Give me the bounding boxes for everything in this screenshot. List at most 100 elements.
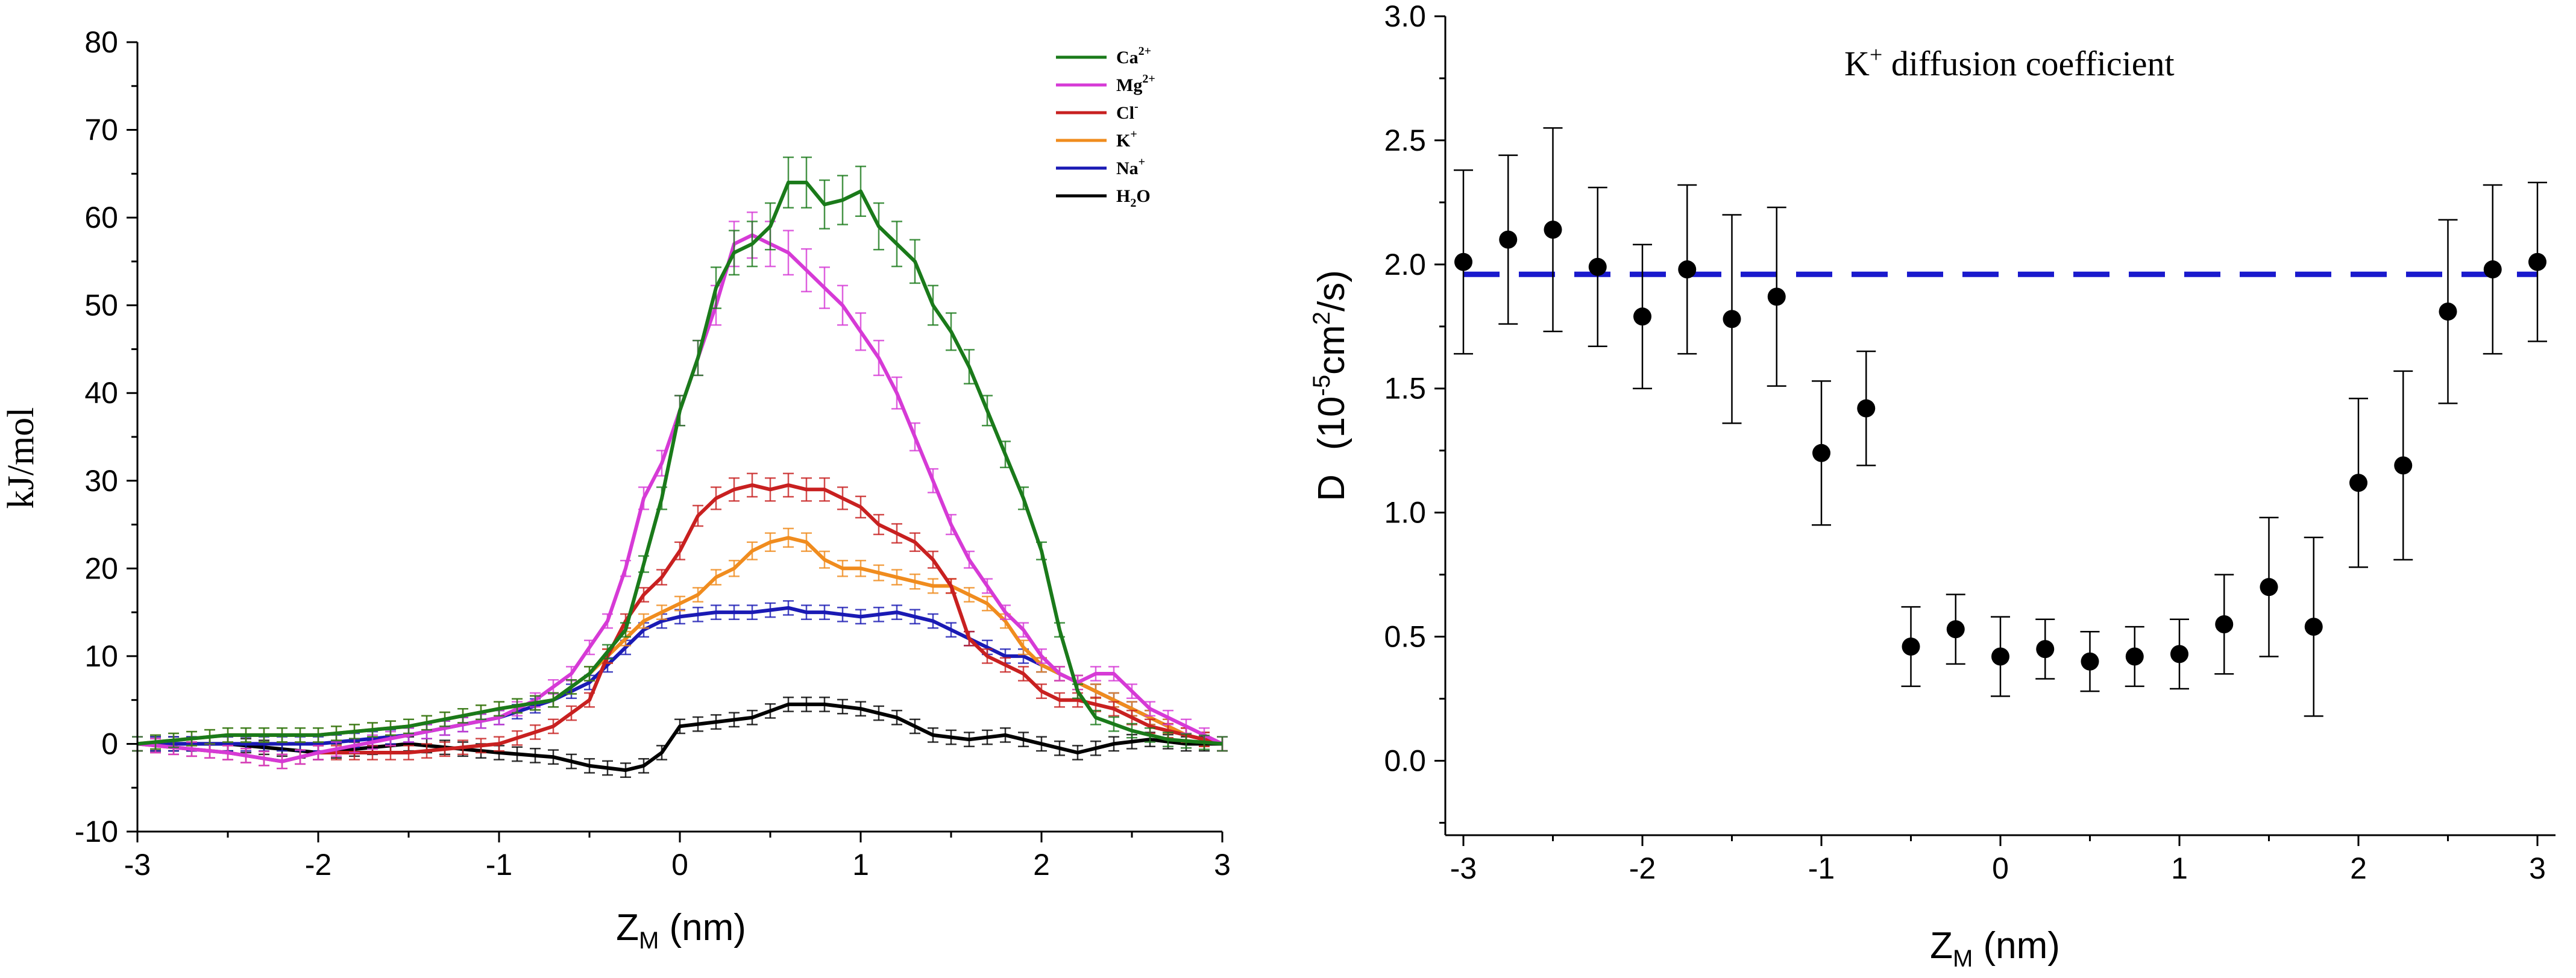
legend-label-sup: +	[1139, 155, 1145, 169]
data-point	[1588, 257, 1607, 276]
left-y-tick-label: 70	[84, 113, 118, 147]
data-point	[2349, 474, 2367, 492]
left-y-axis-title: kJ/mol	[1, 407, 42, 509]
data-point	[1946, 620, 1965, 639]
legend-label-na: Na+	[1116, 155, 1145, 178]
data-point	[1544, 221, 1562, 239]
right-y-tick-label: 0.0	[1384, 744, 1426, 777]
left-x-title-unit: (nm)	[659, 907, 746, 948]
right-y-title-exp: -5	[1308, 375, 1335, 397]
left-y-tick-label: -10	[75, 815, 118, 848]
right-x-tick-label: 0	[1992, 851, 2009, 885]
left-y-tick-label: 10	[84, 639, 118, 673]
right-annotation-sup: +	[1870, 42, 1882, 67]
data-point	[2125, 647, 2144, 666]
right-y-title-symbol: D	[1311, 474, 1352, 501]
right-y-tick-label: 2.0	[1384, 248, 1426, 281]
right-x-tick-label: 1	[2171, 851, 2188, 885]
right-x-tick-label: -3	[1450, 851, 1477, 885]
left-y-tick-label: 80	[84, 25, 118, 59]
legend-label-name: K	[1116, 131, 1131, 151]
legend-label-sup: 2+	[1139, 45, 1151, 58]
left-x-title-sub: M	[639, 927, 659, 954]
right-x-axis-title: ZM (nm)	[1930, 925, 2060, 972]
legend-label-name: Ca	[1116, 48, 1139, 67]
data-point	[2215, 615, 2234, 633]
left-x-tick-label: 0	[671, 848, 688, 882]
right-annotation-prefix: K	[1844, 44, 1870, 83]
right-y-tick-label: 3.0	[1384, 0, 1426, 33]
series-ca-line	[137, 180, 1223, 746]
right-tick-labels: 0.0 0.5 1.0 1.5 2.0 2.5 3.0 -3 -2 -1 0 1 2 3	[1384, 0, 2545, 885]
left-y-tick-label: 0	[101, 727, 118, 760]
right-x-tick-label: -2	[1629, 851, 1656, 885]
left-x-tick-label: -1	[486, 848, 512, 882]
right-y-tick-label: 1.0	[1384, 496, 1426, 530]
data-point	[1678, 260, 1697, 279]
data-point	[1633, 307, 1651, 326]
right-x-tick-label: 2	[2350, 851, 2367, 885]
data-point	[2036, 640, 2055, 659]
series-mg-line	[137, 233, 1224, 763]
left-legend: Ca2+Mg2+Cl-K+Na+H2O	[1056, 45, 1155, 210]
series-cl-group	[132, 472, 1228, 770]
data-point	[2439, 302, 2457, 321]
left-y-tick-label: 50	[84, 289, 118, 322]
right-y-title-open: (10	[1311, 396, 1352, 450]
left-axes	[127, 41, 1224, 842]
legend-label-name: Mg	[1116, 75, 1142, 95]
legend-label-h: H2O	[1116, 186, 1151, 210]
legend-label-sup: 2+	[1142, 72, 1155, 86]
right-axes	[1434, 15, 2556, 846]
left-y-tick-label: 60	[84, 201, 118, 234]
right-y-tick-label: 2.5	[1384, 124, 1426, 157]
right-annotation-rest: diffusion coefficient	[1882, 44, 2174, 83]
series-ca-group	[132, 156, 1228, 752]
left-x-tick-label: -3	[124, 848, 151, 882]
right-chart: 0.0 0.5 1.0 1.5 2.0 2.5 3.0 -3 -2 -1 0 1 2 3 K+ diffu…	[1308, 0, 2556, 972]
data-point	[2260, 578, 2278, 597]
data-point	[2081, 652, 2099, 671]
legend-label-tail: O	[1136, 186, 1150, 206]
right-y-tick-label: 1.5	[1384, 372, 1426, 406]
legend-label-name: Cl	[1116, 103, 1134, 123]
right-y-title-exp2: 2	[1308, 312, 1335, 325]
data-point	[2394, 456, 2413, 475]
series-mg-group	[132, 211, 1228, 770]
left-x-axis-title: ZM (nm)	[616, 907, 746, 954]
legend-label-sup: -	[1134, 100, 1139, 113]
left-y-tick-label: 30	[84, 464, 118, 498]
right-x-title-sub: M	[1953, 945, 1973, 972]
right-plot-area	[1454, 127, 2547, 717]
left-x-tick-label: 1	[852, 848, 869, 882]
right-x-title-main: Z	[1930, 925, 1953, 967]
data-point	[2304, 618, 2323, 636]
series-cl-line	[137, 483, 1223, 763]
series-h-line	[137, 702, 1222, 773]
legend-label-k: K+	[1116, 128, 1137, 151]
legend-label-name: H	[1116, 186, 1130, 206]
legend-label-name: Na	[1116, 158, 1139, 178]
left-y-tick-label: 20	[84, 551, 118, 585]
legend-label-cl: Cl-	[1116, 100, 1139, 123]
data-point	[1723, 310, 1741, 328]
left-x-tick-label: 2	[1033, 848, 1050, 882]
right-y-title-close: /s)	[1311, 270, 1352, 312]
legend-label-ca: Ca2+	[1116, 45, 1151, 67]
right-x-tick-label: -1	[1808, 851, 1835, 885]
right-x-title-unit: (nm)	[1973, 925, 2060, 967]
right-y-axis-title: D (10-5cm2/s)	[1308, 270, 1352, 501]
data-point	[1499, 230, 1518, 249]
series-k-line	[137, 536, 1223, 746]
data-point	[1991, 647, 2009, 666]
data-point	[1812, 444, 1830, 462]
left-plot-area	[132, 156, 1228, 779]
data-point	[2170, 645, 2188, 663]
left-x-title-main: Z	[616, 907, 639, 948]
left-y-tick-label: 40	[84, 376, 118, 410]
left-x-tick-label: -2	[305, 848, 331, 882]
right-y-title-mid: cm	[1311, 325, 1352, 375]
